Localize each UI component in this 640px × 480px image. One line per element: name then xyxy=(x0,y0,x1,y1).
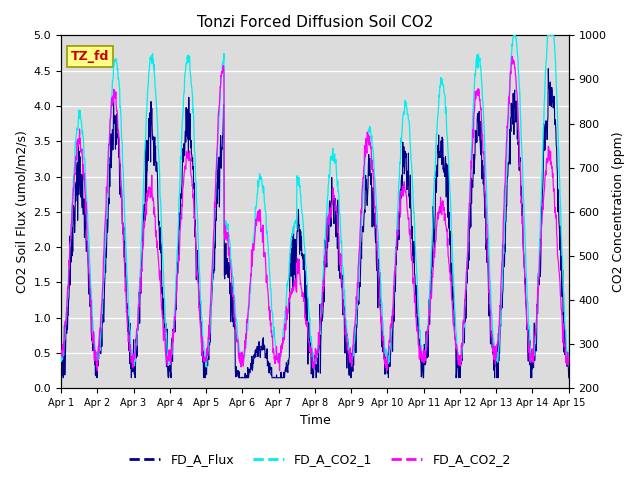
Legend: FD_A_Flux, FD_A_CO2_1, FD_A_CO2_2: FD_A_Flux, FD_A_CO2_1, FD_A_CO2_2 xyxy=(124,448,516,471)
Y-axis label: CO2 Soil Flux (umol/m2/s): CO2 Soil Flux (umol/m2/s) xyxy=(15,131,28,293)
X-axis label: Time: Time xyxy=(300,414,330,427)
Text: TZ_fd: TZ_fd xyxy=(71,50,109,63)
Y-axis label: CO2 Concentration (ppm): CO2 Concentration (ppm) xyxy=(612,132,625,292)
Title: Tonzi Forced Diffusion Soil CO2: Tonzi Forced Diffusion Soil CO2 xyxy=(196,15,433,30)
